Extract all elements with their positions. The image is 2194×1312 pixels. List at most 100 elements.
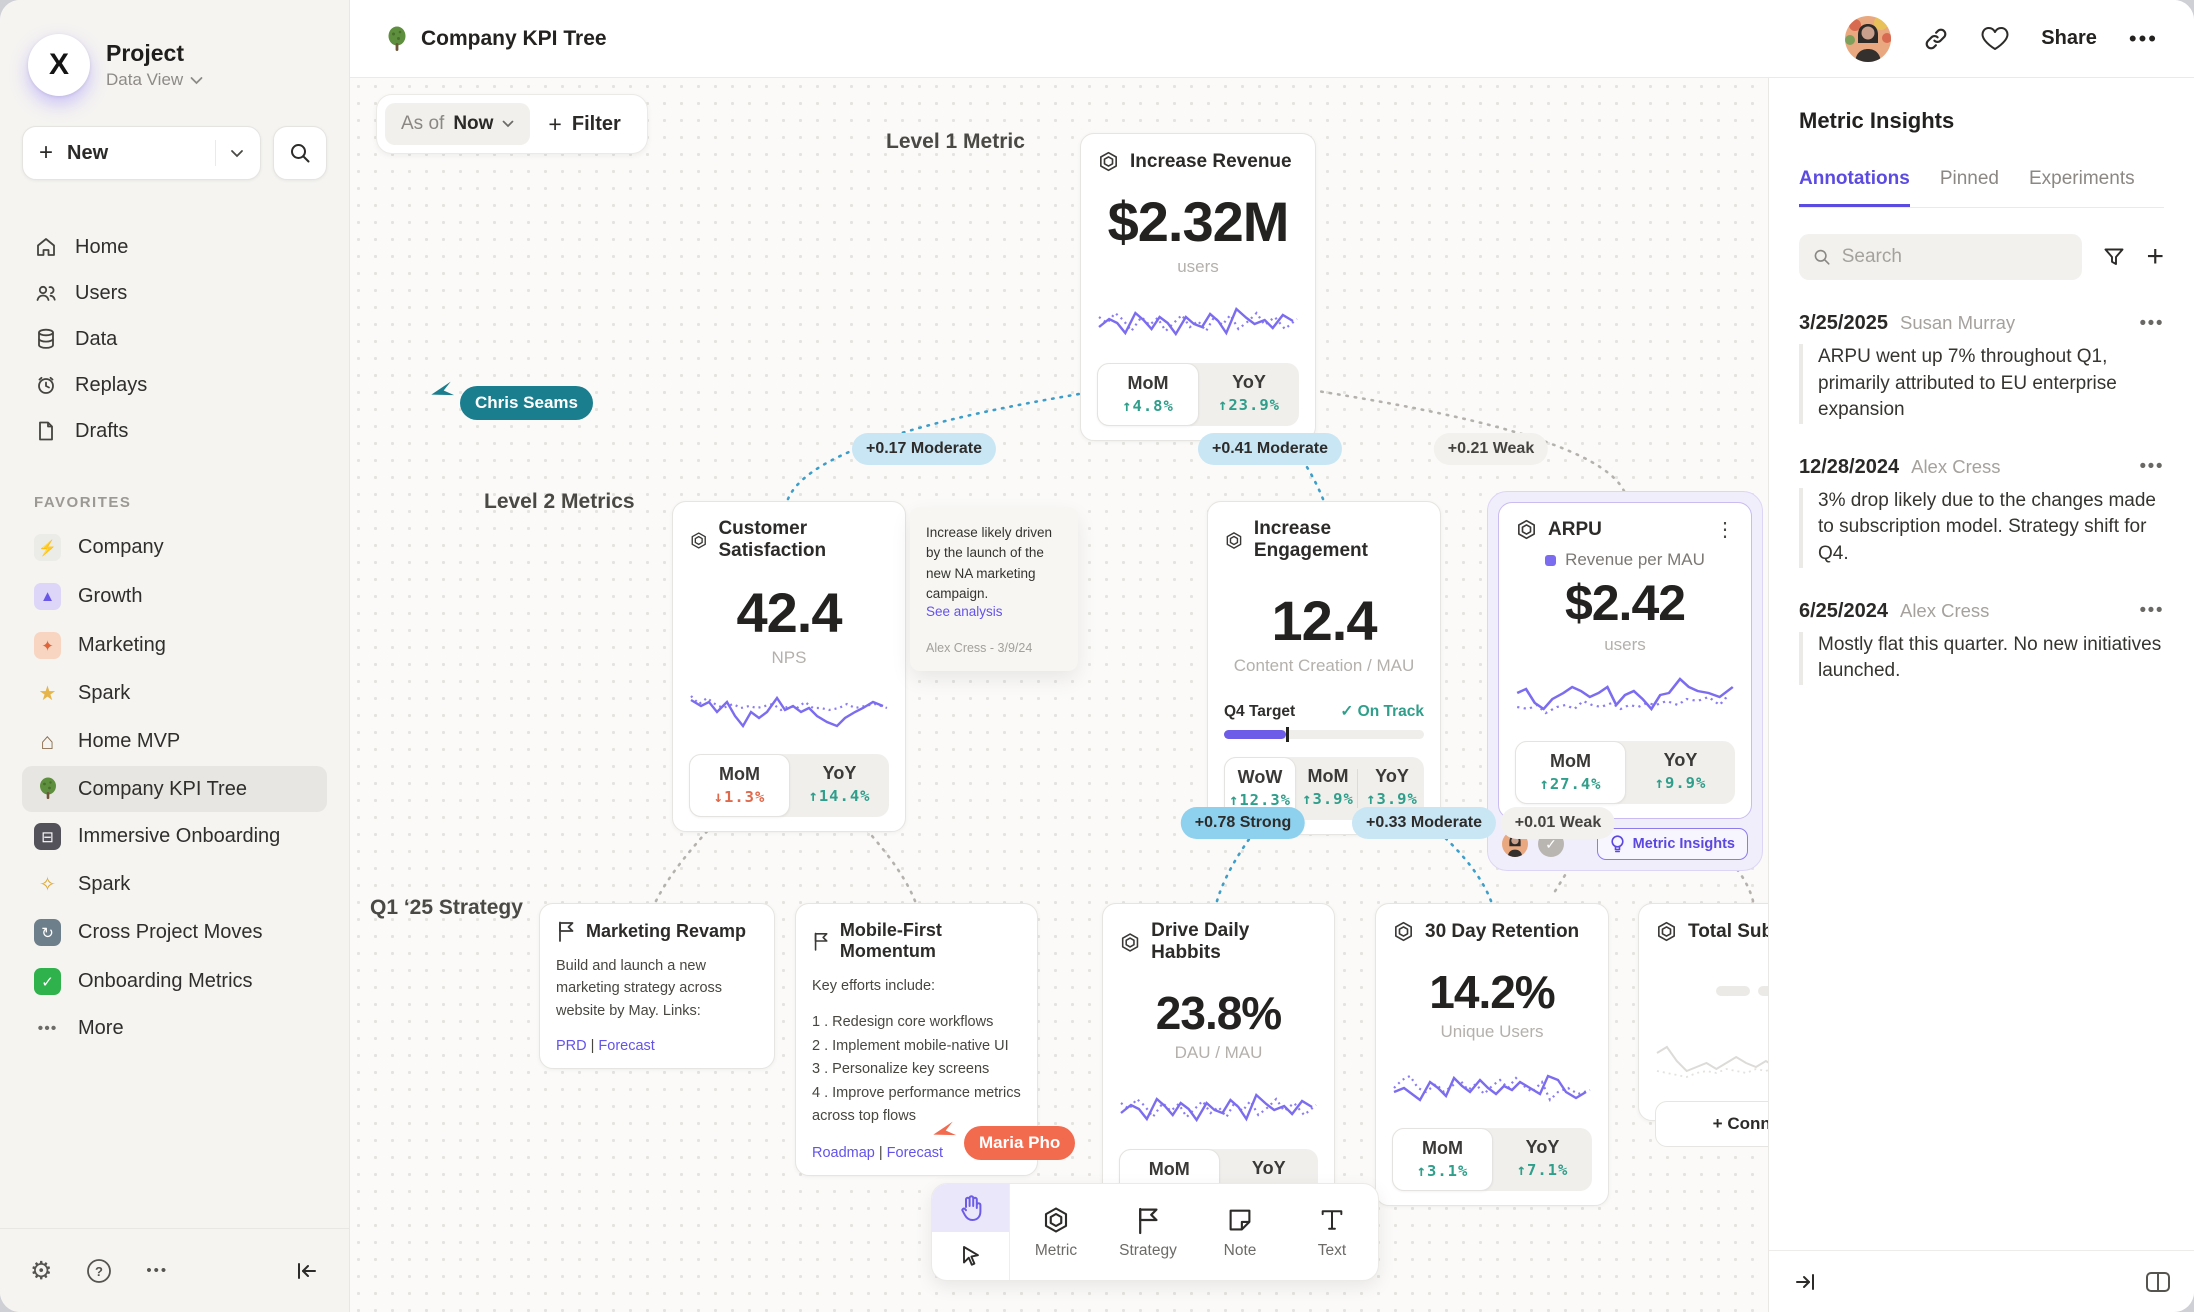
strategy-list: 1 . Redesign core workflows 2 . Implemen… xyxy=(812,1014,1021,1125)
help-icon[interactable]: ? xyxy=(86,1258,112,1284)
note-card[interactable]: Increase likely driven by the launch of … xyxy=(910,507,1078,671)
replay-clock-icon xyxy=(38,376,54,394)
strategy-intro: Key efforts include: xyxy=(812,978,936,994)
annotation-date: 3/25/2025 xyxy=(1799,312,1888,334)
sidebar-item-cross-project-moves[interactable]: ↻ Cross Project Moves xyxy=(22,908,327,957)
metric-card-increase-revenue[interactable]: Increase Revenue $2.32M users MoM ↑4.8% … xyxy=(1080,133,1316,441)
strategy-card-marketing-revamp[interactable]: Marketing Revamp Build and launch a new … xyxy=(539,903,775,1070)
metric-card-customer-satisfaction[interactable]: Customer Satisfaction 42.4 NPS MoM ↓1.3%… xyxy=(672,501,906,832)
more-menu-icon[interactable]: ••• xyxy=(2128,25,2158,51)
metric-value: 12.4 xyxy=(1271,589,1378,652)
on-track-status: ✓ On Track xyxy=(1340,703,1424,720)
kpi-tree-canvas[interactable]: As of Now + Filter Level 1 Metric Level … xyxy=(350,78,1768,1312)
sidebar-item-immersive-onboarding[interactable]: ⊟ Immersive Onboarding xyxy=(22,812,327,861)
annotation-menu-icon[interactable]: ••• xyxy=(2139,456,2164,478)
text-tool[interactable]: Text xyxy=(1286,1184,1378,1280)
sidebar-item-replays[interactable]: Replays xyxy=(22,362,327,408)
star-icon: ★ xyxy=(38,683,57,705)
share-button[interactable]: Share xyxy=(2041,27,2097,49)
sidebar-item-company-kpi-tree[interactable]: Company KPI Tree xyxy=(22,766,327,812)
metric-unit: users xyxy=(1177,257,1219,276)
chevron-down-icon xyxy=(503,120,514,128)
annotation-menu-icon[interactable]: ••• xyxy=(2139,600,2164,622)
metric-value: 23.8% xyxy=(1155,987,1282,1039)
sidebar-item-marketing[interactable]: ✦ Marketing xyxy=(22,621,327,670)
collapse-panel-icon[interactable] xyxy=(1793,1272,1817,1292)
add-annotation-icon[interactable]: + xyxy=(2146,240,2164,273)
page-title: Company KPI Tree xyxy=(386,26,607,52)
project-switcher[interactable]: X Project Data View xyxy=(22,30,327,100)
sidebar-item-drafts[interactable]: Drafts xyxy=(22,408,327,454)
sparkline xyxy=(1098,306,1298,337)
see-analysis-link[interactable]: See analysis xyxy=(926,604,1003,619)
sparkline xyxy=(1393,1074,1591,1102)
project-name: Project xyxy=(106,40,184,66)
metric-card-30-day-retention[interactable]: 30 Day Retention 14.2% Unique Users MoM … xyxy=(1375,903,1609,1206)
search-button[interactable] xyxy=(273,126,327,180)
chevron-down-icon[interactable] xyxy=(230,149,244,158)
annotation-search[interactable] xyxy=(1799,234,2083,280)
forecast-link[interactable]: Forecast xyxy=(886,1144,944,1161)
favorite-heart-icon[interactable] xyxy=(1981,26,2009,52)
note-tool[interactable]: Note xyxy=(1194,1184,1286,1280)
forecast-link[interactable]: Forecast xyxy=(598,1038,655,1055)
pointer-tools xyxy=(932,1184,1010,1280)
sidebar-item-company[interactable]: ⚡ Company xyxy=(22,523,327,572)
annotation-item: 6/25/2024 Alex Cress ••• Mostly flat thi… xyxy=(1799,600,2164,685)
collapse-sidebar-icon[interactable] xyxy=(295,1261,319,1281)
sidebar-item-home[interactable]: Home xyxy=(22,224,327,270)
metric-tool[interactable]: Metric xyxy=(1010,1184,1102,1280)
tab-pinned[interactable]: Pinned xyxy=(1939,168,1999,189)
metric-insights-button[interactable]: Metric Insights xyxy=(1596,828,1748,860)
stat-yoy: YoY ↑3.9% xyxy=(1366,766,1418,808)
metric-card-arpu-selected[interactable]: ARPU ⋮ Revenue per MAU $2.42 users MoM ↑… xyxy=(1487,491,1763,871)
cursor-icon xyxy=(962,1246,979,1266)
sidebar-item-onboarding-metrics[interactable]: ✓ Onboarding Metrics xyxy=(22,957,327,1006)
filter-funnel-icon[interactable] xyxy=(2102,245,2126,269)
new-button[interactable]: + New xyxy=(22,126,261,180)
filter-button[interactable]: + Filter xyxy=(548,110,621,137)
edge-label-moderate: +0.33 Moderate xyxy=(1351,807,1497,839)
flag-icon xyxy=(559,921,574,942)
sparkles-icon: ✧ xyxy=(39,874,56,896)
user-avatar[interactable] xyxy=(1845,15,1892,62)
tab-experiments[interactable]: Experiments xyxy=(2029,168,2135,189)
collaborator-cursor-chris: Chris Seams xyxy=(428,378,593,420)
flag-icon xyxy=(814,932,828,951)
metric-card-increase-engagement[interactable]: Increase Engagement 12.4 Content Creatio… xyxy=(1207,501,1441,835)
chevron-down-icon xyxy=(190,76,203,84)
collaborator-cursor-maria: Maria Pho xyxy=(930,1118,1076,1160)
sidebar-item-spark[interactable]: ★ Spark xyxy=(22,670,327,717)
more-options-icon[interactable]: ••• xyxy=(146,1262,169,1279)
annotation-menu-icon[interactable]: ••• xyxy=(2139,312,2164,334)
copy-link-icon[interactable] xyxy=(1923,26,1949,52)
prd-link[interactable]: PRD xyxy=(556,1038,587,1055)
sidebar-item-spark-2[interactable]: ✧ Spark xyxy=(22,861,327,908)
metric-card-total-subscriptions[interactable]: Total Subscript + Connect xyxy=(1638,903,1768,1147)
select-tool[interactable] xyxy=(932,1232,1009,1280)
split-view-icon[interactable] xyxy=(2145,1270,2171,1294)
connect-button[interactable]: + Connect xyxy=(1655,1101,1768,1147)
tab-annotations[interactable]: Annotations xyxy=(1799,168,1910,207)
metric-target-icon xyxy=(1100,151,1117,172)
sidebar-item-more[interactable]: ••• More xyxy=(22,1006,327,1051)
settings-gear-icon[interactable]: ⚙ xyxy=(30,1256,53,1285)
sidebar-item-growth[interactable]: ▲ Growth xyxy=(22,572,327,621)
hand-tool[interactable] xyxy=(932,1184,1009,1232)
metric-card-drive-daily-habbits[interactable]: Drive Daily Habbits 23.8% DAU / MAU MoM … xyxy=(1102,903,1335,1227)
sparkline xyxy=(1516,677,1734,715)
users-icon xyxy=(36,285,56,301)
train-icon: ⊟ xyxy=(34,823,61,850)
asof-dropdown[interactable]: As of Now xyxy=(385,103,531,145)
strategy-tool[interactable]: Strategy xyxy=(1102,1184,1194,1280)
card-menu-icon[interactable]: ⋮ xyxy=(1715,519,1735,541)
metric-target-icon xyxy=(1226,531,1242,549)
sidebar-item-users[interactable]: Users xyxy=(22,270,327,316)
sidebar-item-data[interactable]: Data xyxy=(22,316,327,362)
search-input[interactable] xyxy=(1841,246,2069,268)
annotation-text: 3% drop likely due to the changes made t… xyxy=(1799,487,2164,568)
topbar: Company KPI Tree Share ••• xyxy=(350,0,2194,78)
stat-mom: MoM ↑4.8% xyxy=(1097,363,1199,426)
sidebar-item-home-mvp[interactable]: ⌂ Home MVP xyxy=(22,717,327,766)
roadmap-link[interactable]: Roadmap xyxy=(812,1144,875,1161)
